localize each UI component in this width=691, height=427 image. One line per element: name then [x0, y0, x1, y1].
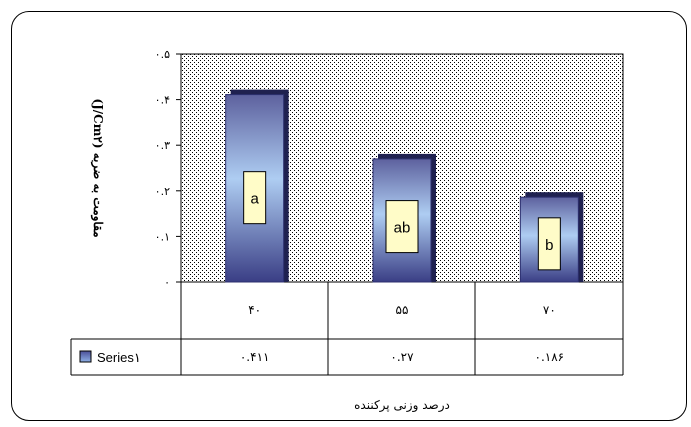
legend-series-label: Series۱ [97, 350, 141, 365]
y-tick-label: ۰.۲ [155, 185, 170, 198]
significance-box [537, 217, 561, 271]
significance-letter: ab [394, 220, 411, 237]
x-axis-label: درصد وزنی پرکننده [354, 398, 450, 413]
y-tick-label: ۰ [164, 276, 170, 289]
x-tick-label: ۷۰ [543, 303, 556, 317]
data-label: ۰.۴۱۱ [240, 350, 270, 364]
y-tick-label: ۰.۵ [155, 48, 170, 61]
significance-box [243, 171, 267, 225]
y-tick-label: ۰.۳ [155, 139, 170, 152]
data-label: ۰.۲۷ [390, 350, 414, 364]
y-axis-label: مقاومت به ضربه (J/Cm۲) [90, 98, 105, 237]
significance-box [385, 200, 419, 254]
bars: a ab b [225, 89, 584, 283]
y-axis-ticks: ۰ ۰.۱ ۰.۲ ۰.۳ ۰.۴ ۰.۵ [155, 48, 181, 289]
y-tick-label: ۰.۴ [155, 94, 170, 107]
data-table: ۴۰ ۰.۴۱۱ ۵۵ ۰.۲۷ ۷۰ ۰.۱۸۶ Series۱ [70, 282, 624, 376]
x-tick-label: ۵۵ [396, 303, 409, 317]
x-tick-label: ۴۰ [248, 303, 261, 317]
significance-letter: b [545, 237, 553, 254]
data-label: ۰.۱۸۶ [535, 350, 565, 364]
y-tick-label: ۰.۱ [155, 230, 170, 243]
legend-swatch [79, 350, 92, 363]
significance-letter: a [250, 191, 259, 208]
